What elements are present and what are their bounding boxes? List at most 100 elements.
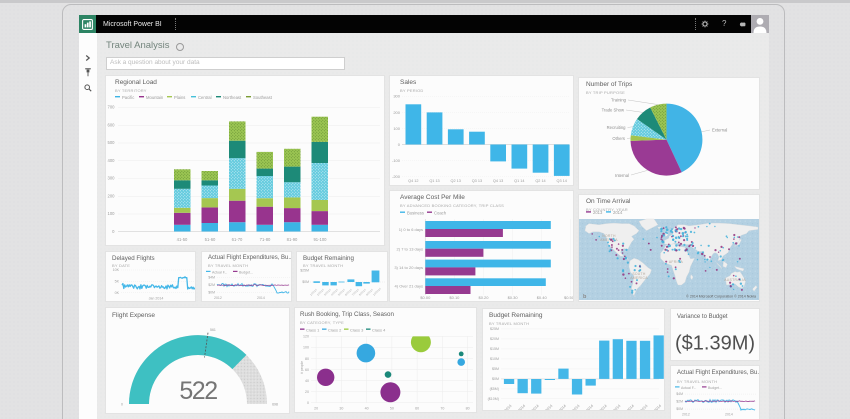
- svg-text:$15M: $15M: [490, 347, 499, 351]
- svg-text:1) 0 to 6 days: 1) 0 to 6 days: [399, 227, 423, 232]
- svg-text:2012: 2012: [214, 296, 222, 300]
- svg-text:SOUTH: SOUTH: [632, 272, 646, 276]
- svg-text:700: 700: [108, 105, 116, 110]
- svg-text:Central: Central: [198, 95, 212, 100]
- svg-text:61-70: 61-70: [232, 237, 243, 242]
- svg-text:($10M): ($10M): [488, 397, 499, 401]
- svg-text:8/1/2014: 8/1/2014: [595, 404, 608, 410]
- svg-text:5/1/2014: 5/1/2014: [554, 404, 567, 410]
- svg-text:6/2014: 6/2014: [344, 288, 353, 297]
- svg-text:Class 2: Class 2: [328, 327, 342, 332]
- svg-text:$5M: $5M: [492, 367, 499, 371]
- svg-text:-100: -100: [392, 158, 401, 163]
- svg-text:Q1 13: Q1 13: [429, 179, 439, 183]
- svg-text:$0M: $0M: [302, 280, 309, 284]
- svg-text:561: 561: [210, 328, 216, 332]
- svg-text:100: 100: [303, 346, 309, 350]
- svg-text:6/1/2014: 6/1/2014: [567, 404, 580, 410]
- svg-text:$10M: $10M: [490, 357, 499, 361]
- svg-text:60: 60: [305, 368, 309, 372]
- svg-text:Class 4: Class 4: [372, 327, 386, 332]
- svg-text:50: 50: [390, 407, 394, 411]
- svg-text:5/2014: 5/2014: [337, 288, 346, 297]
- svg-text:2) 7 to 13 days: 2) 7 to 13 days: [397, 247, 423, 252]
- svg-text:9/2014: 9/2014: [365, 288, 374, 297]
- svg-text:300: 300: [393, 94, 400, 99]
- svg-text:$25M: $25M: [490, 327, 499, 331]
- svg-text:20: 20: [305, 390, 309, 394]
- svg-text:Q3 13: Q3 13: [472, 179, 482, 183]
- svg-text:0: 0: [307, 401, 309, 405]
- svg-text:Business: Business: [407, 211, 424, 216]
- svg-text:3/1/2014: 3/1/2014: [527, 404, 540, 410]
- svg-text:0: 0: [398, 142, 401, 147]
- svg-text:($5M): ($5M): [490, 387, 499, 391]
- svg-text:$4M: $4M: [676, 392, 683, 396]
- svg-text:4) Over 21 days: 4) Over 21 days: [395, 284, 423, 289]
- svg-text:Training: Training: [611, 98, 627, 103]
- svg-text:b: b: [583, 294, 587, 300]
- svg-text:Actual F...: Actual F...: [681, 386, 696, 390]
- svg-text:($1.39M): ($1.39M): [675, 333, 755, 355]
- svg-text:$0.30: $0.30: [508, 295, 519, 300]
- svg-text:Jan 2014: Jan 2014: [149, 297, 164, 301]
- svg-text:80: 80: [305, 357, 309, 361]
- svg-text:5K: 5K: [115, 280, 120, 284]
- svg-text:30: 30: [339, 407, 343, 411]
- svg-text:7/1/2014: 7/1/2014: [581, 404, 594, 410]
- svg-text:1/2014: 1/2014: [309, 288, 318, 297]
- svg-text:2014: 2014: [613, 210, 623, 215]
- svg-text:10/1/2014: 10/1/2014: [620, 404, 635, 410]
- svg-text:Q4 12: Q4 12: [408, 179, 418, 183]
- svg-text:# people: # people: [300, 361, 304, 374]
- svg-text:$0.10: $0.10: [449, 295, 460, 300]
- svg-text:2014: 2014: [725, 412, 733, 416]
- svg-text:8/2014: 8/2014: [358, 288, 367, 297]
- svg-text:Budget...: Budget...: [708, 386, 722, 390]
- svg-text:External: External: [712, 128, 727, 133]
- svg-text:0: 0: [121, 403, 123, 407]
- svg-text:7/2014: 7/2014: [351, 288, 360, 297]
- svg-text:120: 120: [303, 335, 309, 339]
- svg-text:41-50: 41-50: [177, 237, 188, 242]
- svg-text:© 2014 Microsoft Corporation: © 2014 Microsoft Corporation © 2014 Noki…: [686, 295, 756, 299]
- svg-text:$0M: $0M: [208, 291, 215, 295]
- svg-text:$2M: $2M: [676, 400, 683, 404]
- svg-text:-200: -200: [392, 174, 401, 179]
- svg-text:Q4 13: Q4 13: [493, 179, 503, 183]
- svg-text:$0M: $0M: [676, 407, 683, 411]
- svg-text:2012: 2012: [682, 412, 690, 416]
- svg-text:4/1/2014: 4/1/2014: [540, 404, 553, 410]
- svg-text:Internal: Internal: [615, 173, 629, 178]
- svg-text:$0.50: $0.50: [564, 295, 573, 300]
- svg-text:600: 600: [108, 123, 116, 128]
- svg-text:100: 100: [108, 211, 116, 216]
- svg-text:2014: 2014: [257, 296, 265, 300]
- svg-text:0: 0: [112, 229, 115, 234]
- svg-text:300: 300: [108, 176, 116, 181]
- svg-text:$0.20: $0.20: [478, 295, 489, 300]
- svg-text:200: 200: [393, 110, 400, 115]
- svg-text:AMERICA: AMERICA: [630, 276, 648, 280]
- svg-text:Q2 13: Q2 13: [451, 179, 461, 183]
- svg-text:60: 60: [415, 407, 419, 411]
- svg-text:$25M: $25M: [300, 268, 309, 272]
- svg-text:$0.40: $0.40: [537, 295, 548, 300]
- svg-text:Q3 14: Q3 14: [557, 179, 567, 183]
- svg-text:91-100: 91-100: [313, 237, 327, 242]
- svg-text:3/2014: 3/2014: [323, 288, 332, 297]
- svg-text:Northeast: Northeast: [223, 95, 242, 100]
- svg-text:400: 400: [108, 158, 116, 163]
- svg-text:20: 20: [314, 407, 318, 411]
- svg-text:0K: 0K: [115, 291, 120, 295]
- svg-text:$0M: $0M: [492, 377, 499, 381]
- svg-text:10/2014: 10/2014: [372, 286, 382, 296]
- svg-text:Pacific: Pacific: [122, 95, 134, 100]
- svg-text:Plains: Plains: [174, 95, 185, 100]
- svg-text:500: 500: [108, 140, 116, 145]
- svg-text:Class 1: Class 1: [306, 327, 320, 332]
- svg-text:Q2 14: Q2 14: [535, 179, 545, 183]
- svg-text:Actual F...: Actual F...: [212, 271, 227, 275]
- svg-text:81-90: 81-90: [287, 237, 298, 242]
- svg-text:Budget...: Budget...: [239, 271, 253, 275]
